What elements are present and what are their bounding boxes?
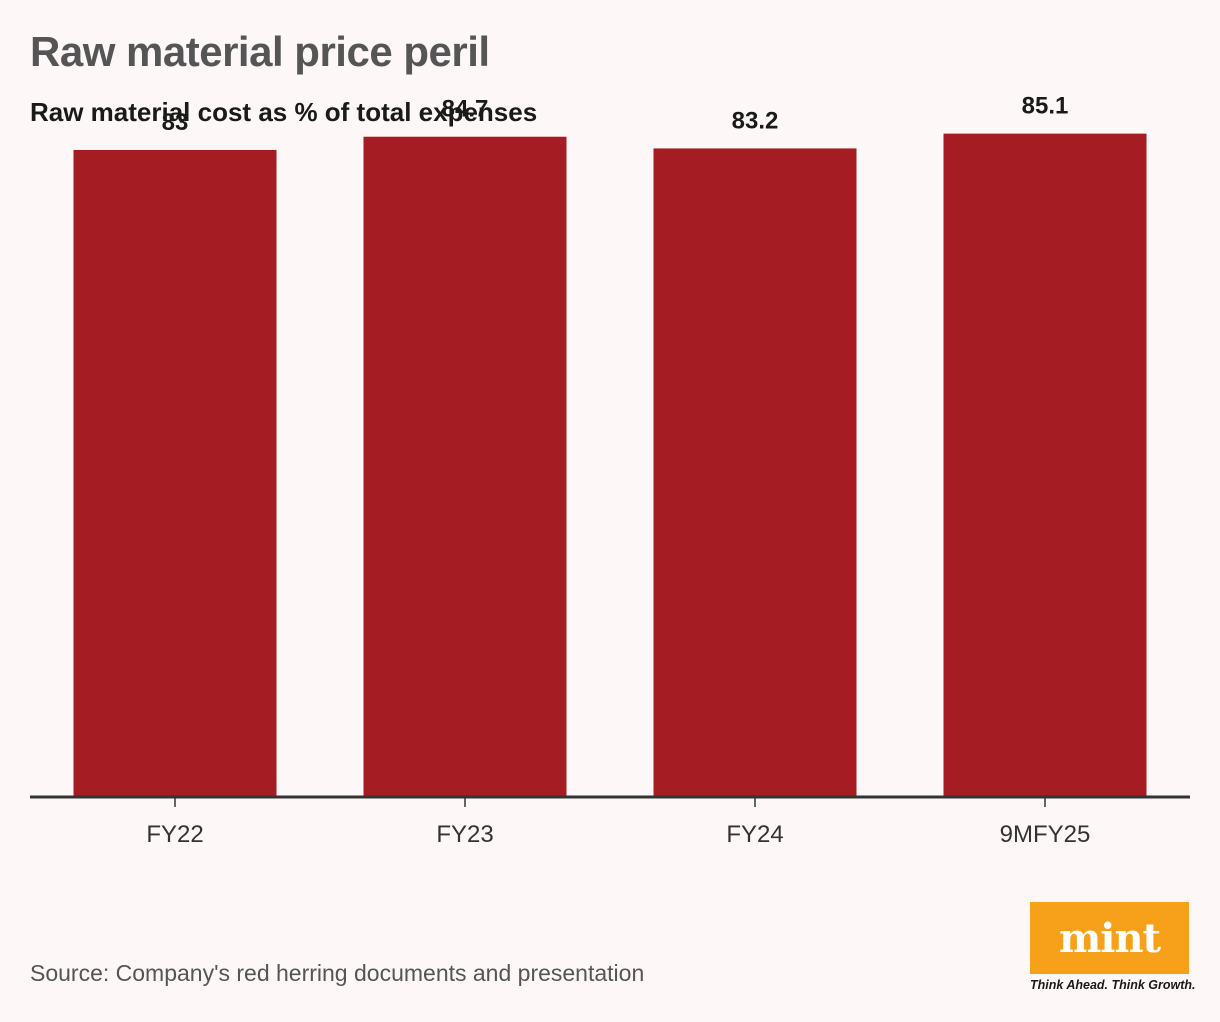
logo-wordmark: mint: [1058, 914, 1161, 962]
logo-tagline: Think Ahead. Think Growth.: [1030, 978, 1196, 992]
chart-subtitle: Raw material cost as % of total expenses: [30, 97, 538, 127]
x-tick-label: FY24: [726, 821, 783, 848]
bar-fy23: [363, 136, 567, 798]
chart-title: Raw material price peril: [30, 28, 490, 75]
bar-value-label: 85.1: [1022, 93, 1069, 120]
x-tick-label: 9MFY25: [1000, 821, 1091, 848]
bar-9mfy25: [943, 133, 1147, 797]
mint-logo: mint: [1030, 902, 1189, 974]
source-note: Source: Company's red herring documents …: [30, 960, 645, 986]
x-tick-label: FY23: [436, 821, 493, 848]
bar-value-label: 83.2: [732, 107, 779, 134]
bar-fy24: [653, 148, 857, 797]
bar-fy22: [73, 149, 277, 797]
x-tick-label: FY22: [146, 821, 203, 848]
bar-value-label: 83: [162, 109, 189, 136]
bar-value-label: 84.7: [442, 96, 489, 123]
